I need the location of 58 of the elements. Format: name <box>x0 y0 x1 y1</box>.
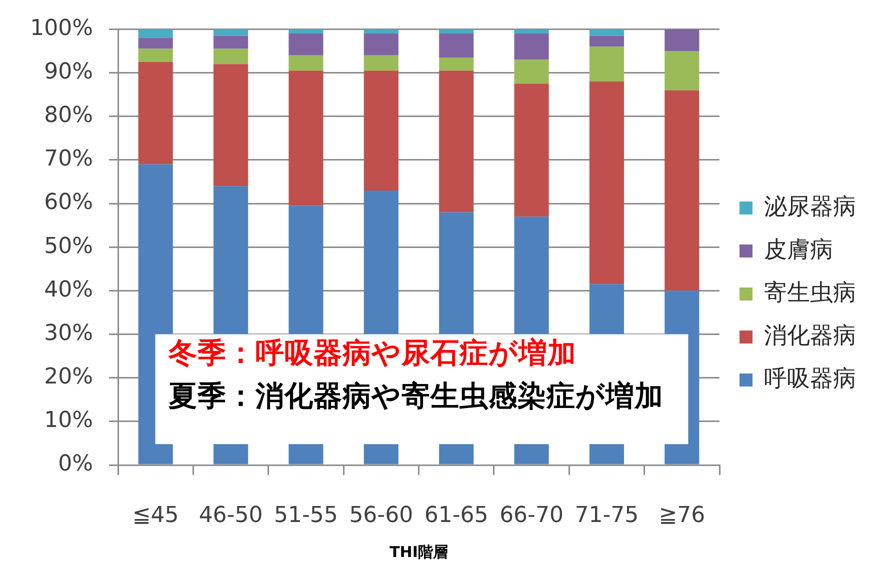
x-tick-label: 46-50 <box>198 502 263 528</box>
legend-label: 寄生虫病 <box>764 280 856 306</box>
x-axis-title: THI階層 <box>390 542 448 561</box>
bar <box>288 29 324 34</box>
y-tick-label: 100% <box>30 16 93 41</box>
bar <box>213 36 248 49</box>
bar <box>589 36 624 47</box>
bar <box>364 29 398 34</box>
bar <box>288 70 324 206</box>
bar <box>514 60 549 84</box>
bar <box>664 50 700 90</box>
bar <box>589 46 624 82</box>
y-tick-label: 60% <box>44 190 93 216</box>
legend-label: 皮膚病 <box>764 236 833 263</box>
y-tick-label: 70% <box>44 146 93 172</box>
bar <box>364 34 398 56</box>
x-tick-label: 61-65 <box>424 502 488 528</box>
bar <box>288 55 324 71</box>
x-tick-label: ≧76 <box>658 502 706 528</box>
y-tick-label: 10% <box>44 408 93 434</box>
bar <box>589 81 624 284</box>
legend-label: 泌尿器病 <box>764 194 856 220</box>
legend-label: 消化器病 <box>764 322 856 349</box>
y-tick-label: 50% <box>44 234 93 259</box>
y-tick-label: 0% <box>58 452 93 477</box>
bar <box>213 64 248 186</box>
bar <box>138 62 173 164</box>
y-tick-label: 90% <box>44 60 93 84</box>
bar <box>138 48 173 62</box>
bar <box>213 29 248 36</box>
bar <box>439 34 474 58</box>
x-tick-label: 71-75 <box>574 502 639 528</box>
bar <box>138 38 173 49</box>
legend-label: 呼吸器病 <box>764 366 856 392</box>
y-tick-label: 40% <box>44 277 93 302</box>
bar <box>514 34 549 60</box>
annotation: 夏季：消化器病や寄生虫感染症が増加 <box>167 380 664 413</box>
bar <box>288 34 324 56</box>
bar <box>514 84 549 217</box>
bar <box>664 29 700 51</box>
x-tick-label: 66-70 <box>500 502 564 528</box>
bar <box>439 29 474 34</box>
y-tick-label: 80% <box>44 103 93 128</box>
bar <box>213 48 248 64</box>
y-tick-label: 20% <box>44 364 93 390</box>
x-tick-label: 56-60 <box>349 502 414 528</box>
bar <box>364 55 398 71</box>
bar <box>138 29 173 38</box>
x-tick-label: 51-55 <box>274 502 338 528</box>
annotation: 冬季：呼吸器病や尿石症が増加 <box>167 336 576 370</box>
bar <box>439 70 474 212</box>
x-tick-label: ≦45 <box>132 502 179 528</box>
y-tick-label: 30% <box>44 320 93 346</box>
bar <box>589 29 624 36</box>
bar <box>664 90 700 291</box>
bar <box>514 29 549 34</box>
bar <box>439 58 474 71</box>
bar <box>364 70 398 190</box>
